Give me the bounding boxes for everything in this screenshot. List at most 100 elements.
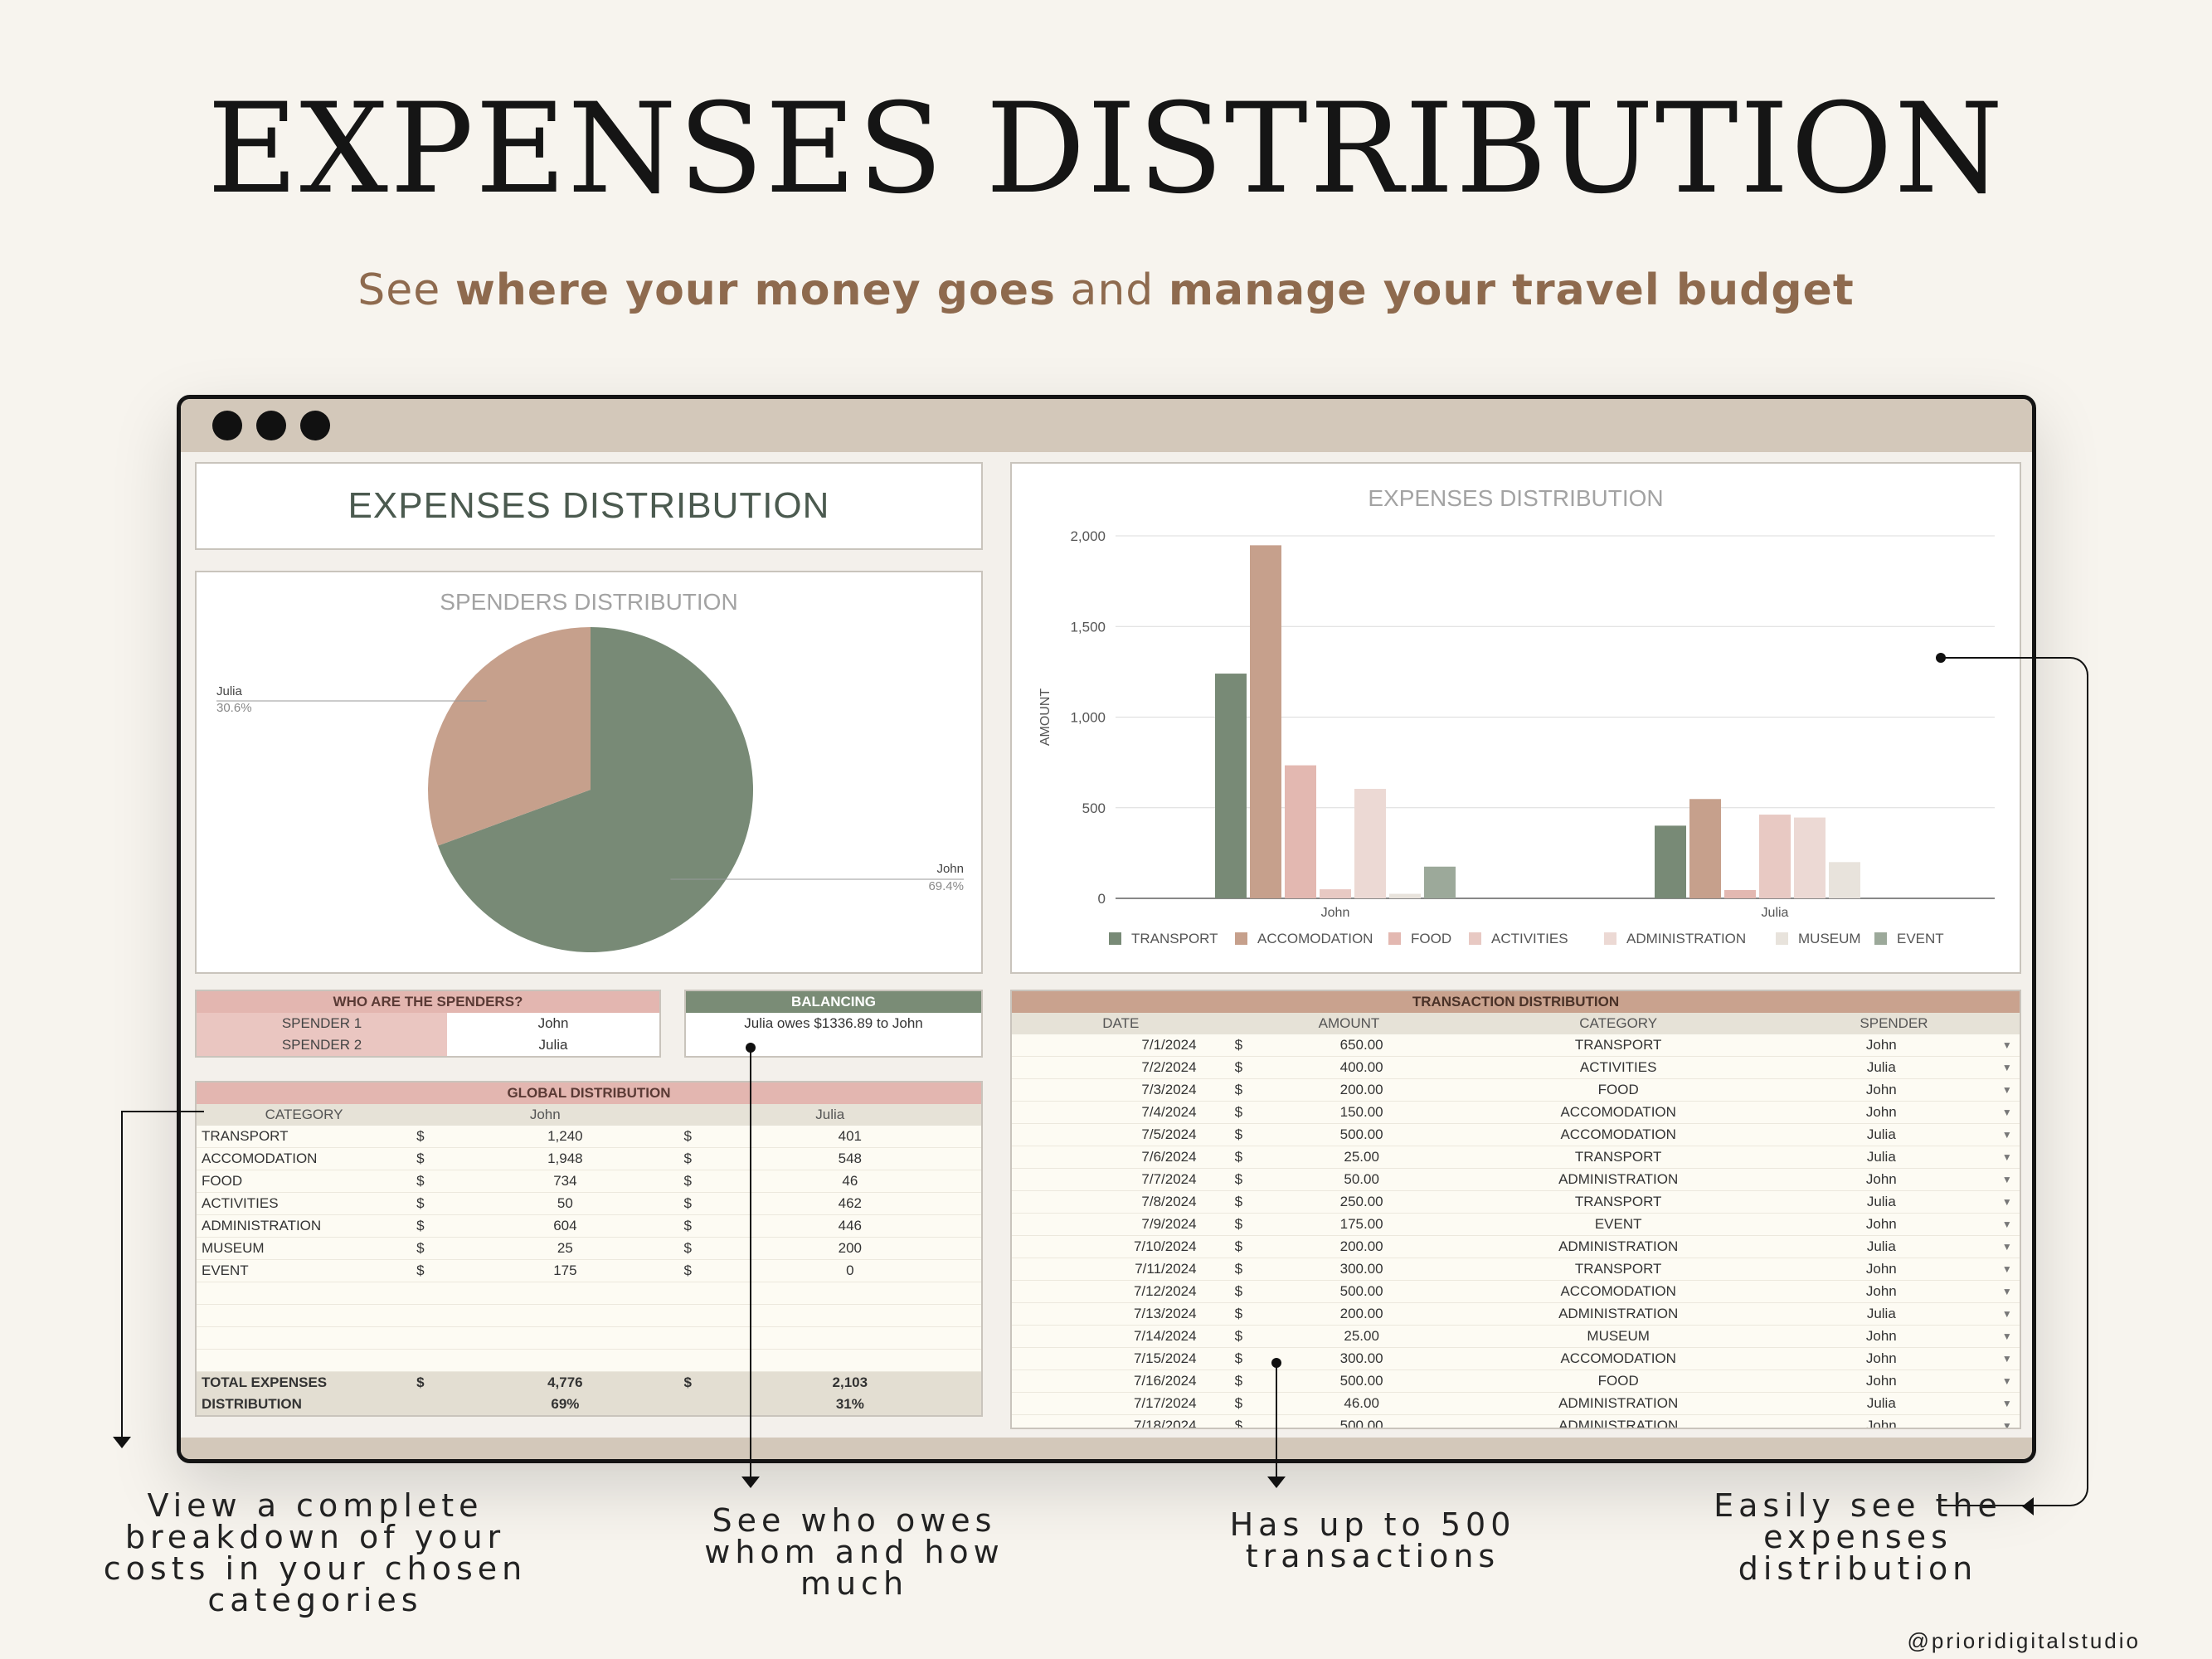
tx-spender[interactable]: John xyxy=(1767,1414,1995,1428)
tx-spender[interactable]: John xyxy=(1767,1213,1995,1236)
chevron-down-icon[interactable]: ▼ xyxy=(1994,1190,2020,1214)
tx-amount[interactable]: 25.00 xyxy=(1254,1325,1469,1348)
bar-accomodation-john[interactable] xyxy=(1250,545,1281,898)
chevron-down-icon[interactable]: ▼ xyxy=(1994,1325,2020,1348)
tx-spender[interactable]: Julia xyxy=(1767,1302,1995,1326)
tx-category[interactable]: ACCOMODATION xyxy=(1468,1101,1768,1124)
bar-transport-john[interactable] xyxy=(1215,674,1247,898)
julia-amount-cell[interactable]: 46 xyxy=(718,1170,981,1193)
bar-museum-john[interactable] xyxy=(1389,893,1421,898)
julia-amount-cell[interactable]: 462 xyxy=(718,1192,981,1215)
bar-activities-john[interactable] xyxy=(1320,889,1351,898)
tx-amount[interactable]: 300.00 xyxy=(1254,1258,1469,1281)
tx-amount[interactable]: 300.00 xyxy=(1254,1347,1469,1370)
julia-amount-cell[interactable]: 401 xyxy=(718,1126,981,1148)
tx-spender[interactable]: Julia xyxy=(1767,1146,1995,1169)
tx-category[interactable]: ADMINISTRATION xyxy=(1468,1235,1768,1258)
pie-slice-john[interactable] xyxy=(438,627,753,952)
chevron-down-icon[interactable]: ▼ xyxy=(1994,1168,2020,1191)
chevron-down-icon[interactable]: ▼ xyxy=(1994,1123,2020,1146)
chevron-down-icon[interactable]: ▼ xyxy=(1994,1101,2020,1124)
chevron-down-icon[interactable]: ▼ xyxy=(1994,1414,2020,1428)
bar-accomodation-julia[interactable] xyxy=(1689,799,1721,898)
chevron-down-icon[interactable]: ▼ xyxy=(1994,1302,2020,1326)
tx-spender[interactable]: Julia xyxy=(1767,1235,1995,1258)
tx-date[interactable]: 7/10/2024 xyxy=(1012,1235,1230,1258)
chevron-down-icon[interactable]: ▼ xyxy=(1994,1347,2020,1370)
tx-date[interactable]: 7/13/2024 xyxy=(1012,1302,1230,1326)
chevron-down-icon[interactable]: ▼ xyxy=(1994,1258,2020,1281)
bar-administration-julia[interactable] xyxy=(1794,817,1826,898)
tx-category[interactable]: ADMINISTRATION xyxy=(1468,1302,1768,1326)
tx-spender[interactable]: Julia xyxy=(1767,1123,1995,1146)
tx-amount[interactable]: 150.00 xyxy=(1254,1101,1469,1124)
tx-spender[interactable]: Julia xyxy=(1767,1056,1995,1079)
pie-slice-julia[interactable] xyxy=(428,627,591,846)
tx-date[interactable]: 7/12/2024 xyxy=(1012,1280,1230,1303)
bar-food-john[interactable] xyxy=(1285,765,1316,898)
tx-category[interactable]: TRANSPORT xyxy=(1468,1190,1768,1214)
tx-amount[interactable]: 46.00 xyxy=(1254,1392,1469,1415)
tx-amount[interactable]: 200.00 xyxy=(1254,1235,1469,1258)
tx-date[interactable]: 7/5/2024 xyxy=(1012,1123,1230,1146)
john-amount-cell[interactable]: 734 xyxy=(451,1170,679,1193)
tx-amount[interactable]: 500.00 xyxy=(1254,1123,1469,1146)
chevron-down-icon[interactable]: ▼ xyxy=(1994,1392,2020,1415)
tx-spender[interactable]: John xyxy=(1767,1325,1995,1348)
tx-spender[interactable]: Julia xyxy=(1767,1392,1995,1415)
julia-amount-cell[interactable]: 446 xyxy=(718,1214,981,1238)
tx-category[interactable]: TRANSPORT xyxy=(1468,1034,1768,1057)
tx-date[interactable]: 7/3/2024 xyxy=(1012,1078,1230,1102)
tx-spender[interactable]: John xyxy=(1767,1370,1995,1393)
tx-category[interactable]: TRANSPORT xyxy=(1468,1258,1768,1281)
tx-category[interactable]: TRANSPORT xyxy=(1468,1146,1768,1169)
bar-museum-julia[interactable] xyxy=(1829,862,1860,898)
john-amount-cell[interactable]: 1,948 xyxy=(451,1147,679,1170)
tx-date[interactable]: 7/16/2024 xyxy=(1012,1370,1230,1393)
tx-amount[interactable]: 175.00 xyxy=(1254,1213,1469,1236)
chevron-down-icon[interactable]: ▼ xyxy=(1994,1146,2020,1169)
tx-date[interactable]: 7/15/2024 xyxy=(1012,1347,1230,1370)
tx-category[interactable]: ADMINISTRATION xyxy=(1468,1414,1768,1428)
tx-amount[interactable]: 250.00 xyxy=(1254,1190,1469,1214)
window-maximize-icon[interactable] xyxy=(300,411,330,440)
julia-amount-cell[interactable]: 0 xyxy=(718,1259,981,1282)
chevron-down-icon[interactable]: ▼ xyxy=(1994,1280,2020,1303)
tx-amount[interactable]: 650.00 xyxy=(1254,1034,1469,1057)
tx-category[interactable]: MUSEUM xyxy=(1468,1325,1768,1348)
tx-category[interactable]: ACCOMODATION xyxy=(1468,1123,1768,1146)
tx-amount[interactable]: 500.00 xyxy=(1254,1414,1469,1428)
chevron-down-icon[interactable]: ▼ xyxy=(1994,1213,2020,1236)
tx-date[interactable]: 7/11/2024 xyxy=(1012,1258,1230,1281)
john-amount-cell[interactable]: 1,240 xyxy=(451,1126,679,1148)
spender-2-name[interactable]: Julia xyxy=(538,1037,568,1053)
tx-spender[interactable]: Julia xyxy=(1767,1190,1995,1214)
tx-date[interactable]: 7/9/2024 xyxy=(1012,1213,1230,1236)
tx-amount[interactable]: 500.00 xyxy=(1254,1280,1469,1303)
tx-date[interactable]: 7/4/2024 xyxy=(1012,1101,1230,1124)
tx-amount[interactable]: 200.00 xyxy=(1254,1302,1469,1326)
tx-spender[interactable]: John xyxy=(1767,1034,1995,1057)
tx-category[interactable]: EVENT xyxy=(1468,1213,1768,1236)
john-amount-cell[interactable]: 604 xyxy=(451,1214,679,1238)
tx-date[interactable]: 7/1/2024 xyxy=(1012,1034,1230,1057)
tx-date[interactable]: 7/2/2024 xyxy=(1012,1056,1230,1079)
chevron-down-icon[interactable]: ▼ xyxy=(1994,1056,2020,1079)
spender-1-name[interactable]: John xyxy=(537,1015,569,1031)
tx-date[interactable]: 7/7/2024 xyxy=(1012,1168,1230,1191)
bar-event-john[interactable] xyxy=(1424,866,1456,898)
tx-amount[interactable]: 500.00 xyxy=(1254,1370,1469,1393)
john-amount-cell[interactable]: 50 xyxy=(451,1192,679,1215)
tx-amount[interactable]: 50.00 xyxy=(1254,1168,1469,1191)
chevron-down-icon[interactable]: ▼ xyxy=(1994,1034,2020,1057)
tx-category[interactable]: ADMINISTRATION xyxy=(1468,1392,1768,1415)
tx-spender[interactable]: John xyxy=(1767,1347,1995,1370)
tx-date[interactable]: 7/8/2024 xyxy=(1012,1190,1230,1214)
chevron-down-icon[interactable]: ▼ xyxy=(1994,1235,2020,1258)
tx-category[interactable]: ACCOMODATION xyxy=(1468,1347,1768,1370)
tx-date[interactable]: 7/17/2024 xyxy=(1012,1392,1230,1415)
john-amount-cell[interactable]: 25 xyxy=(451,1237,679,1260)
bar-food-julia[interactable] xyxy=(1724,889,1756,898)
tx-amount[interactable]: 400.00 xyxy=(1254,1056,1469,1079)
chevron-down-icon[interactable]: ▼ xyxy=(1994,1078,2020,1102)
